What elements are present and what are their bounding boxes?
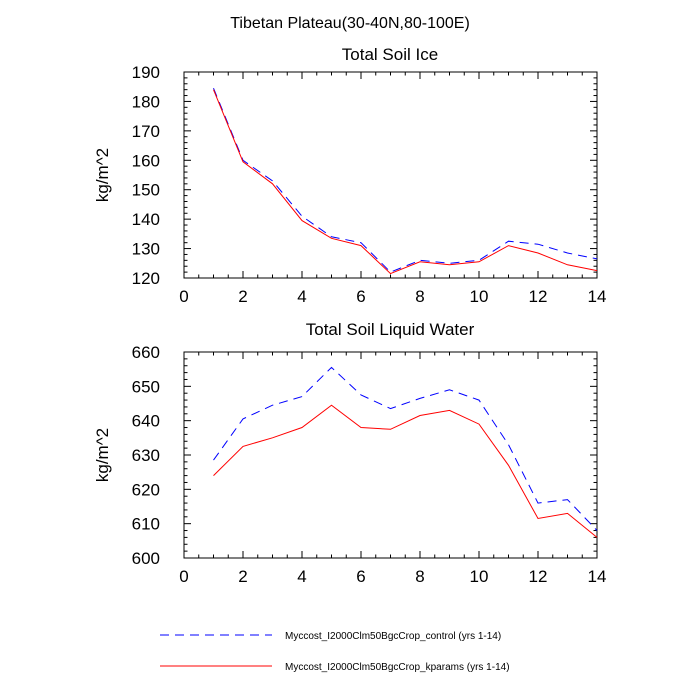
panel-total-soil-liquid-water: Total Soil Liquid Water kg/m^2 0 2 4 6 8 10 12… — [93, 320, 606, 586]
x-tick-label: 10 — [470, 567, 489, 586]
series-group — [213, 366, 598, 538]
x-tick-label: 4 — [297, 287, 306, 306]
y-tick-label: 160 — [132, 151, 160, 170]
y-tick-label: 620 — [132, 480, 160, 499]
y-tick-label: 140 — [132, 210, 160, 229]
x-tick-label: 12 — [529, 567, 548, 586]
legend: Myccost_I2000Clm50BgcCrop_control (yrs 1… — [160, 631, 510, 673]
panel-title: Total Soil Liquid Water — [306, 320, 475, 339]
x-tick-label: 2 — [238, 287, 247, 306]
x-tick-label: 10 — [470, 287, 489, 306]
x-tick-label: 12 — [529, 287, 548, 306]
y-tick-label: 660 — [132, 343, 160, 362]
x-tick-label: 8 — [415, 287, 424, 306]
x-tick-label: 0 — [179, 567, 188, 586]
y-axis-label: kg/m^2 — [93, 428, 112, 482]
x-tick-label: 8 — [415, 567, 424, 586]
x-tick-label: 4 — [297, 567, 306, 586]
figure-title: Tibetan Plateau(30-40N,80-100E) — [230, 15, 470, 32]
axes: 0 2 4 6 8 10 12 14 120 130 140 150 160 170 180 190 — [132, 63, 607, 306]
y-axis-label: kg/m^2 — [93, 148, 112, 202]
legend-item-control: Myccost_I2000Clm50BgcCrop_control (yrs 1… — [160, 631, 501, 642]
x-tick-label: 6 — [356, 567, 365, 586]
y-tick-label: 610 — [132, 515, 160, 534]
y-tick-label: 180 — [132, 92, 160, 111]
axes: 0 2 4 6 8 10 12 14 600 610 620 630 640 650 660 — [132, 343, 607, 586]
panel-total-soil-ice: Total Soil Ice kg/m^2 0 2 4 6 8 10 12 14 120 130 1… — [93, 45, 606, 306]
x-tick-label: 2 — [238, 567, 247, 586]
series-line-control — [213, 366, 598, 531]
legend-item-kparams: Myccost_I2000Clm50BgcCrop_kparams (yrs 1… — [160, 662, 510, 673]
y-tick-label: 600 — [132, 549, 160, 568]
series-line-kparams — [213, 89, 598, 275]
y-tick-label: 190 — [132, 63, 160, 82]
x-tick-label: 14 — [588, 287, 607, 306]
x-tick-label: 0 — [179, 287, 188, 306]
legend-label: Myccost_I2000Clm50BgcCrop_kparams (yrs 1… — [285, 662, 510, 673]
y-tick-label: 120 — [132, 269, 160, 288]
series-line-kparams — [213, 404, 598, 538]
panel-title: Total Soil Ice — [342, 45, 438, 64]
y-tick-label: 650 — [132, 377, 160, 396]
y-tick-label: 150 — [132, 181, 160, 200]
series-group — [213, 88, 598, 275]
legend-label: Myccost_I2000Clm50BgcCrop_control (yrs 1… — [285, 631, 501, 642]
x-tick-label: 14 — [588, 567, 607, 586]
y-tick-label: 130 — [132, 240, 160, 259]
y-tick-label: 640 — [132, 412, 160, 431]
y-tick-label: 170 — [132, 122, 160, 141]
series-line-control — [213, 88, 598, 273]
x-tick-label: 6 — [356, 287, 365, 306]
y-tick-label: 630 — [132, 446, 160, 465]
